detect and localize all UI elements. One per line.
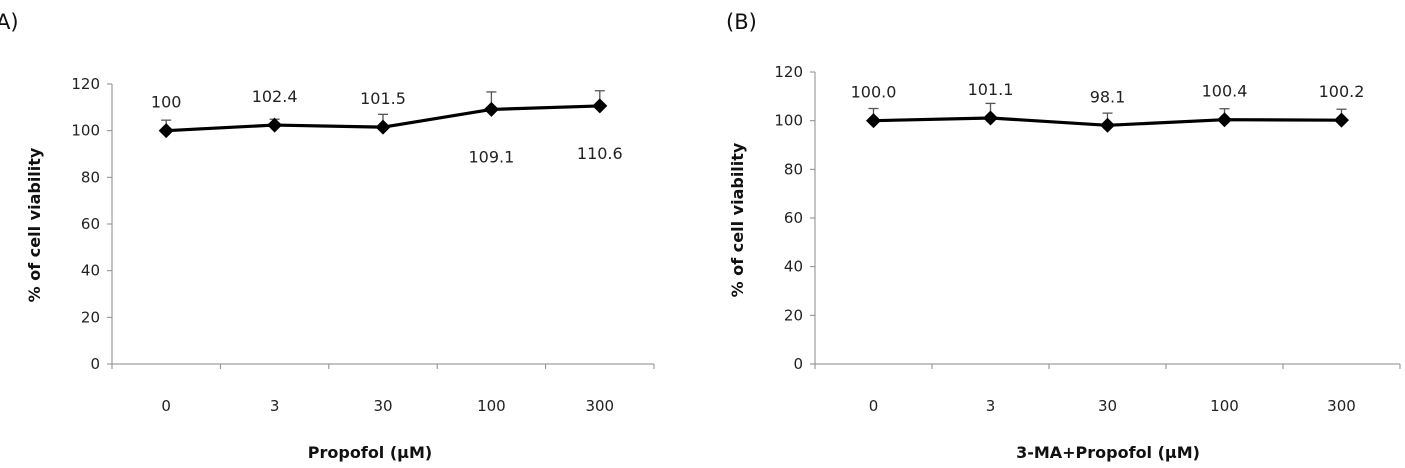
panel-a-data-label: 101.5	[360, 89, 406, 108]
panel-a-x-tick-label: 30	[373, 397, 392, 415]
panel-b-y-tick-label: 120	[774, 63, 803, 81]
panel-b-data-point	[983, 110, 998, 126]
panel-b-label: (B)	[726, 10, 757, 34]
panel-b-y-tick-label: 20	[784, 306, 803, 324]
panel-b-y-tick-label: 100	[774, 112, 803, 130]
panel-a-y-tick-label: 120	[71, 75, 100, 93]
panel-b-data-point	[866, 113, 881, 129]
panel-a-label: A)	[0, 10, 19, 34]
panel-a-data-label: 110.6	[577, 144, 623, 163]
panel-a-y-tick-label: 60	[81, 215, 100, 233]
panel-a-x-tick-label: 0	[161, 397, 171, 415]
panel-b-x-tick-label: 300	[1327, 397, 1356, 415]
panel-a-data-point	[158, 123, 174, 139]
panel-a-data-point	[375, 119, 391, 135]
panel-a-data-point	[267, 117, 283, 133]
panel-a-y-tick-label: 0	[90, 355, 100, 373]
panel-b: (B) 3-MA+Propofol (µM) % of cell viabili…	[726, 10, 1401, 462]
panel-b-data-point	[1217, 112, 1232, 128]
panel-a-x-tick-label: 100	[477, 397, 506, 415]
panel-b-x-tick-label: 30	[1098, 397, 1117, 415]
panel-a-y-axis-title: % of cell viability	[25, 147, 44, 302]
panel-b-x-tick-label: 0	[869, 397, 879, 415]
panel-b-y-tick-label: 60	[784, 209, 803, 227]
panel-a-y-tick-label: 40	[81, 262, 100, 280]
panel-a-data-label: 100	[151, 93, 182, 112]
panel-b-data-label: 100.4	[1202, 82, 1248, 101]
panel-b-data-label: 98.1	[1090, 87, 1126, 106]
panel-a-data-label: 102.4	[252, 87, 298, 106]
panel-a-y-tick-label: 20	[81, 308, 100, 326]
panel-b-data-label: 101.1	[968, 80, 1014, 99]
panel-b-y-tick-label: 80	[784, 160, 803, 178]
panel-a-x-axis-title: Propofol (µM)	[308, 443, 432, 462]
panel-a-data-point	[592, 98, 608, 114]
panel-b-x-tick-label: 100	[1210, 397, 1239, 415]
panel-b-data-label: 100.2	[1319, 82, 1365, 101]
panel-a-x-tick-label: 300	[585, 397, 614, 415]
panel-a-x-tick-label: 3	[270, 397, 280, 415]
panel-b-data-point	[1334, 112, 1349, 128]
panel-a-data-label: 109.1	[468, 147, 514, 166]
panel-a-y-tick-label: 100	[71, 122, 100, 140]
panel-b-y-axis-title: % of cell viability	[728, 142, 747, 297]
panel-a-data-point	[483, 101, 499, 117]
panel-a: A) Propofol (µM) % of cell viability 0 20…	[0, 10, 655, 462]
panel-b-data-label: 100.0	[851, 83, 897, 102]
panel-b-y-tick-label: 0	[793, 355, 803, 373]
panel-b-data-point	[1100, 117, 1115, 133]
panel-a-y-tick-label: 80	[81, 168, 100, 186]
panel-b-x-tick-label: 3	[986, 397, 996, 415]
panel-b-x-axis-title: 3-MA+Propofol (µM)	[1016, 443, 1200, 462]
panel-b-y-tick-label: 40	[784, 258, 803, 276]
